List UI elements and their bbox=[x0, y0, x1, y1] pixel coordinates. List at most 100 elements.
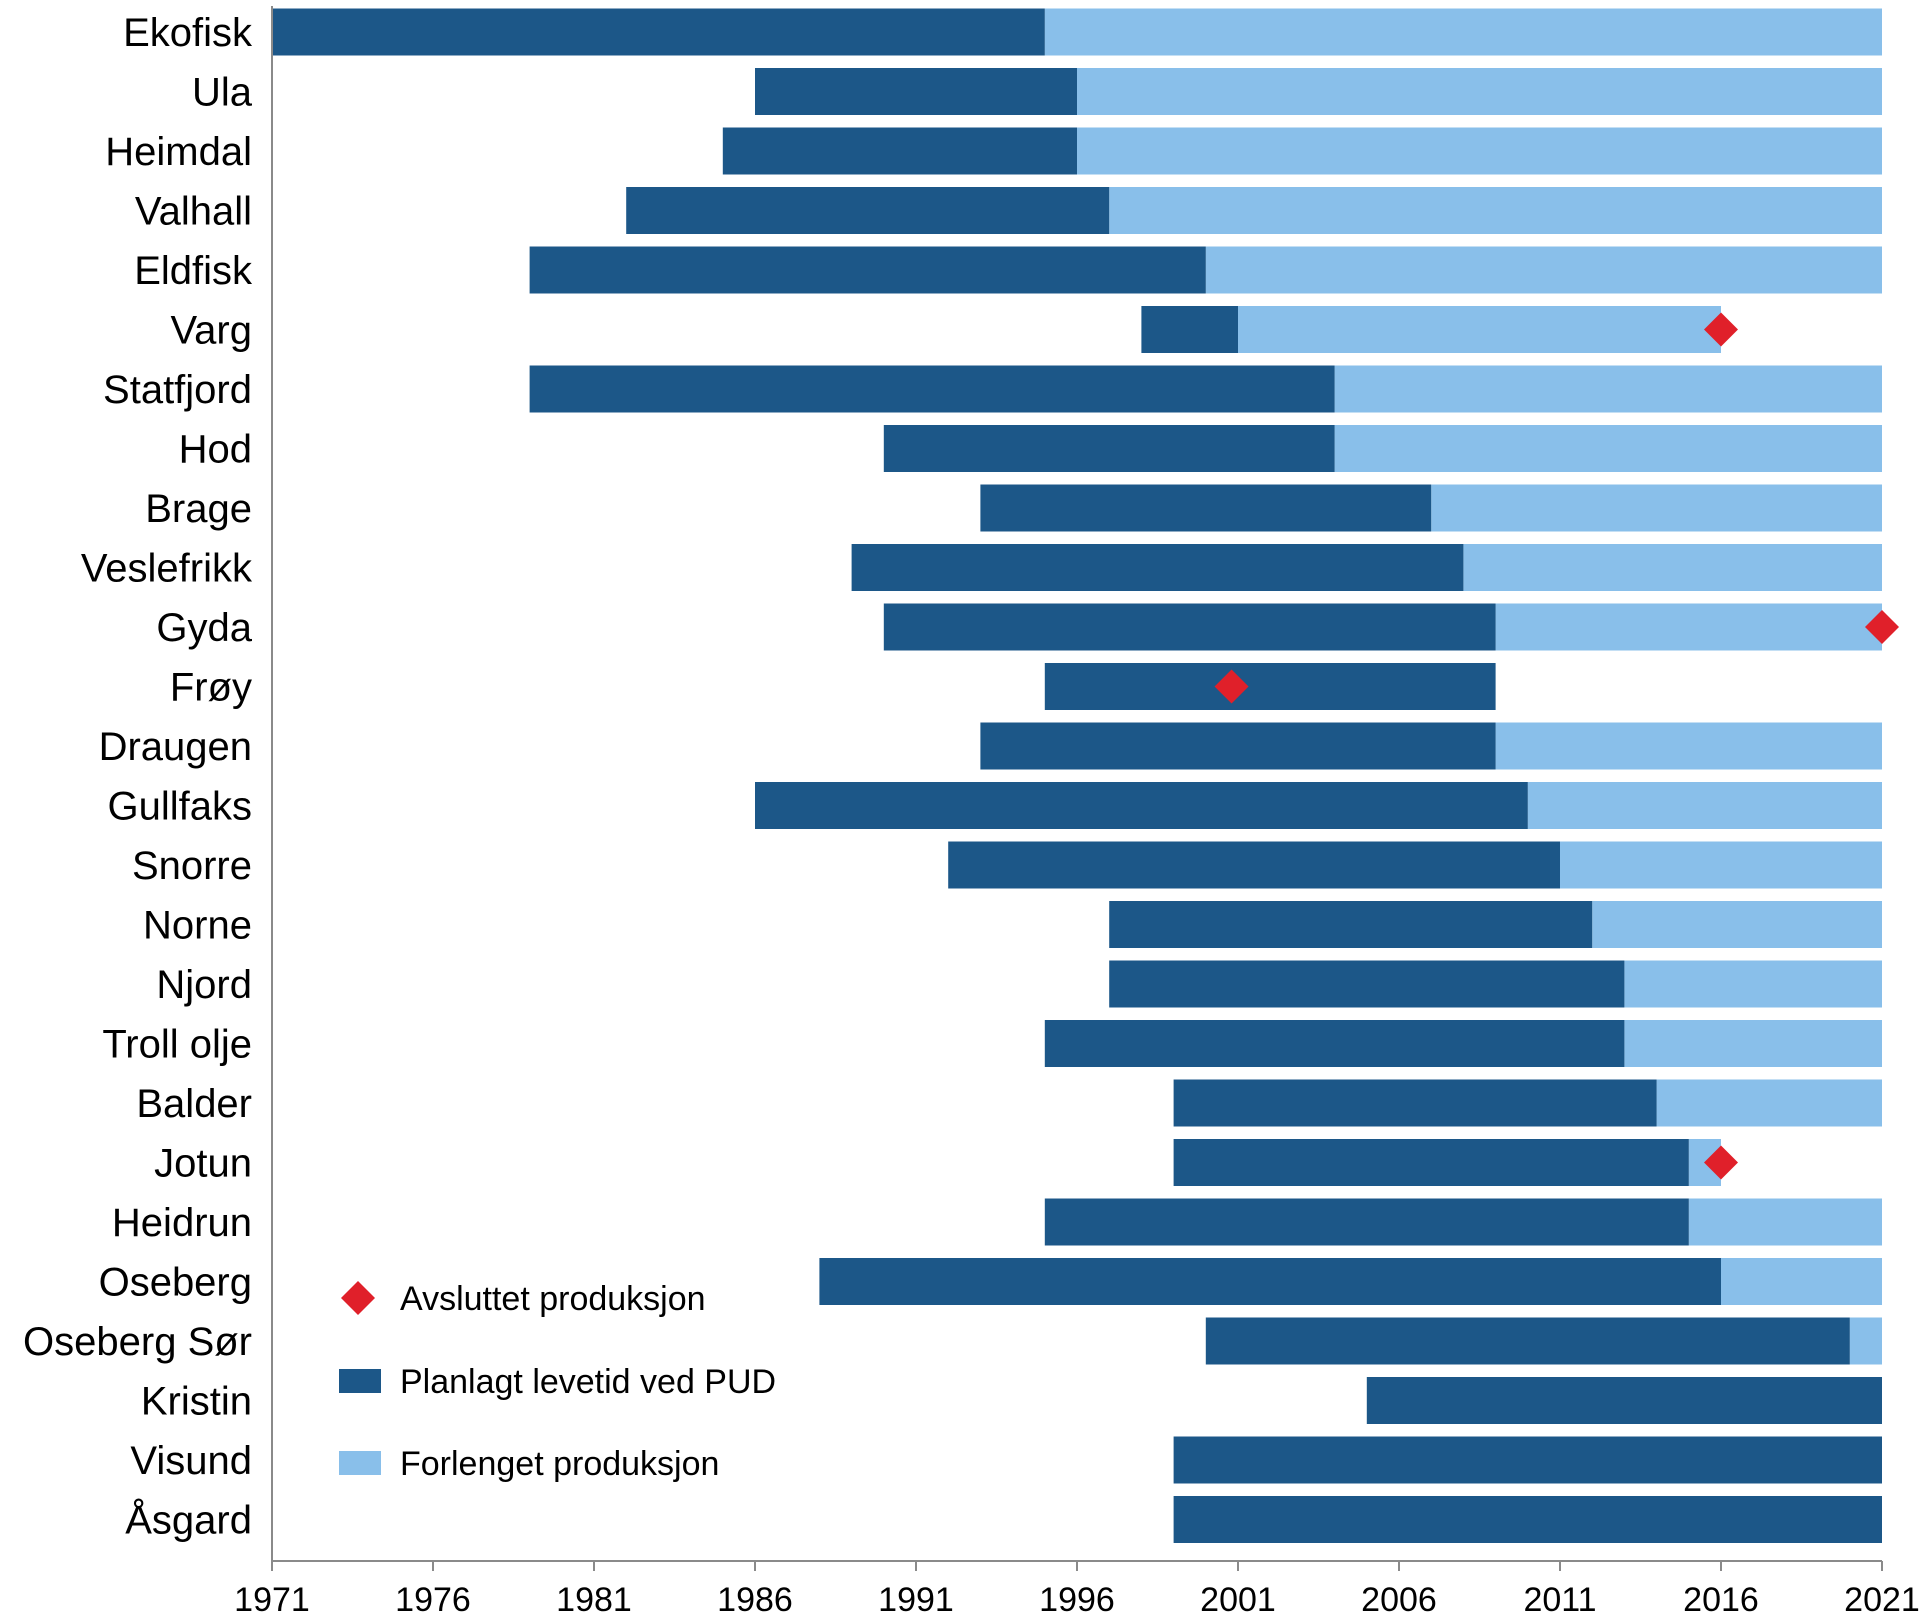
planned-bar bbox=[1044, 1020, 1625, 1067]
planned-bar bbox=[851, 544, 1464, 591]
extended-bar bbox=[1624, 960, 1882, 1008]
planned-bar bbox=[272, 8, 1045, 56]
field-label: Gullfaks bbox=[108, 785, 253, 829]
ended-diamond-marker bbox=[1704, 1145, 1738, 1180]
field-label: Hod bbox=[179, 428, 252, 472]
x-tick-label: 1981 bbox=[556, 1581, 632, 1619]
planned-bar bbox=[1109, 901, 1593, 948]
planned-bar bbox=[1109, 960, 1625, 1008]
x-tick-label: 1971 bbox=[234, 1581, 310, 1619]
field-label: Frøy bbox=[170, 666, 252, 710]
field-label: Eldfisk bbox=[134, 249, 253, 293]
ended-diamond-marker bbox=[1865, 610, 1899, 644]
planned-bar bbox=[626, 187, 1110, 234]
field-label: Heimdal bbox=[105, 130, 252, 174]
field-label: Statfjord bbox=[103, 368, 252, 412]
extended-bar bbox=[1592, 901, 1882, 948]
x-tick-label: 1991 bbox=[878, 1581, 954, 1619]
field-label: Ekofisk bbox=[123, 11, 253, 55]
planned-bar bbox=[1173, 1496, 1882, 1543]
field-label: Norne bbox=[143, 904, 252, 948]
planned-bar bbox=[980, 722, 1496, 770]
field-label: Heidrun bbox=[112, 1201, 252, 1245]
field-label: Troll olje bbox=[102, 1023, 252, 1067]
x-tick-label: 2016 bbox=[1683, 1581, 1759, 1619]
planned-bar bbox=[980, 484, 1432, 532]
field-label: Varg bbox=[170, 309, 252, 353]
planned-bar bbox=[529, 246, 1206, 294]
ended-diamond-marker bbox=[1214, 669, 1249, 704]
extended-bar bbox=[1044, 8, 1882, 56]
extended-bar bbox=[1656, 1079, 1882, 1127]
planned-bar bbox=[722, 127, 1077, 175]
field-label: Brage bbox=[145, 487, 252, 531]
planned-bar bbox=[1173, 1079, 1657, 1127]
legend-label: Planlagt levetid ved PUD bbox=[400, 1363, 776, 1401]
planned-bar bbox=[1044, 663, 1496, 710]
extended-bar bbox=[1238, 306, 1721, 353]
x-tick-label: 2011 bbox=[1523, 1581, 1596, 1619]
planned-bar bbox=[1205, 1317, 1850, 1365]
planned-bar bbox=[948, 841, 1560, 889]
x-tick-label: 2006 bbox=[1361, 1581, 1437, 1619]
x-tick-label: 2001 bbox=[1200, 1581, 1276, 1619]
planned-bar bbox=[1141, 306, 1238, 353]
planned-bar bbox=[1366, 1377, 1882, 1424]
extended-bar bbox=[1560, 841, 1882, 889]
x-tick-label: 1996 bbox=[1039, 1581, 1115, 1619]
extended-bar bbox=[1334, 425, 1882, 472]
field-label: Njord bbox=[156, 963, 252, 1007]
field-label: Veslefrikk bbox=[81, 547, 253, 591]
extended-bar bbox=[1109, 187, 1882, 234]
legend-swatch-icon bbox=[339, 1369, 381, 1393]
extended-bar bbox=[1077, 68, 1882, 115]
field-labels: Ekofisk Ula Heimdal Valhall Eldfisk Varg Statf… bbox=[23, 11, 253, 1543]
x-axis: 1971 1976 1981 1986 1991 1996 2001 2006 2011 2016… bbox=[234, 6, 1920, 1619]
extended-bar bbox=[1688, 1198, 1882, 1246]
field-label: Snorre bbox=[132, 844, 252, 888]
planned-bar bbox=[1044, 1198, 1689, 1246]
legend-label: Forlenget produksjon bbox=[400, 1445, 719, 1483]
extended-bar bbox=[1527, 782, 1882, 829]
field-label: Jotun bbox=[154, 1142, 252, 1186]
bars-layer bbox=[272, 8, 1882, 1543]
field-label: Gyda bbox=[156, 606, 252, 650]
extended-bar bbox=[1205, 246, 1882, 294]
field-label: Åsgard bbox=[125, 1498, 252, 1543]
planned-bar bbox=[819, 1258, 1721, 1305]
legend-swatch-icon bbox=[339, 1451, 381, 1475]
field-label: Oseberg bbox=[99, 1261, 252, 1305]
field-label: Kristin bbox=[141, 1380, 252, 1424]
extended-bar bbox=[1431, 484, 1882, 532]
extended-bar bbox=[1463, 544, 1882, 591]
ended-markers bbox=[1214, 312, 1899, 1180]
legend: Avsluttet produksjon Planlagt levetid ved… bbox=[339, 1280, 776, 1483]
planned-bar bbox=[755, 68, 1077, 115]
extended-bar bbox=[1077, 127, 1882, 175]
extended-bar bbox=[1334, 365, 1882, 413]
planned-bar bbox=[883, 603, 1496, 651]
extended-bar bbox=[1721, 1258, 1882, 1305]
field-label: Visund bbox=[130, 1439, 252, 1483]
extended-bar bbox=[1624, 1020, 1882, 1067]
field-label: Ula bbox=[192, 71, 253, 115]
field-label: Balder bbox=[136, 1082, 252, 1126]
field-label: Oseberg Sør bbox=[23, 1320, 252, 1364]
extended-bar bbox=[1495, 722, 1882, 770]
extended-bar bbox=[1495, 603, 1882, 651]
legend-diamond-icon bbox=[341, 1281, 375, 1315]
x-tick-label: 1986 bbox=[717, 1581, 793, 1619]
legend-label: Avsluttet produksjon bbox=[400, 1280, 706, 1318]
field-label: Draugen bbox=[99, 725, 252, 769]
planned-bar bbox=[755, 782, 1528, 829]
planned-bar bbox=[1173, 1436, 1882, 1484]
planned-bar bbox=[1173, 1139, 1689, 1186]
planned-bar bbox=[883, 425, 1335, 472]
ended-diamond-marker bbox=[1704, 312, 1738, 347]
x-tick-label: 2021 bbox=[1844, 1581, 1920, 1619]
x-tick-label: 1976 bbox=[395, 1581, 471, 1619]
planned-bar bbox=[529, 365, 1335, 413]
field-label: Valhall bbox=[135, 190, 252, 234]
extended-bar bbox=[1849, 1317, 1882, 1365]
